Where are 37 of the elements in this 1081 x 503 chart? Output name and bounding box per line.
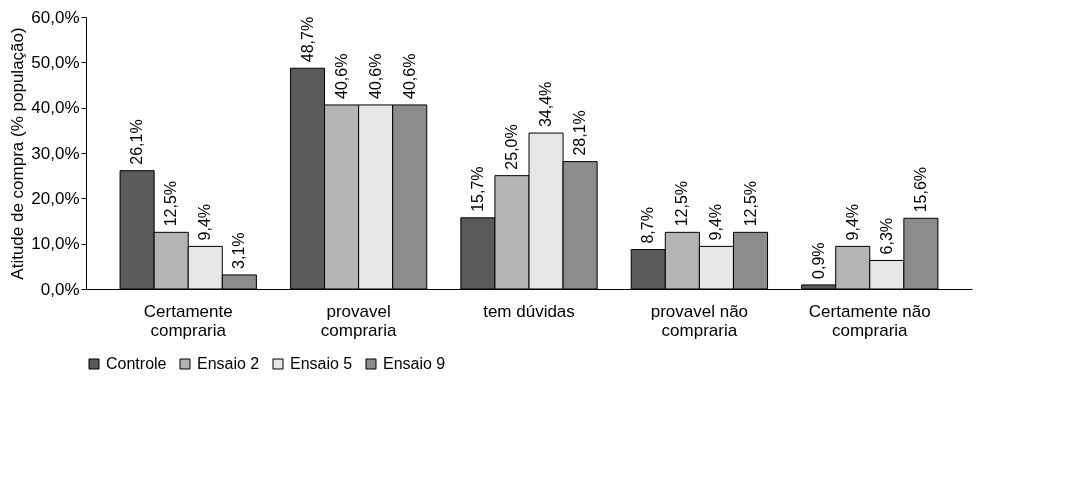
- data-label: 28,1%: [571, 110, 589, 156]
- data-label: 40,6%: [332, 53, 350, 99]
- data-label: 0,9%: [809, 242, 827, 279]
- data-label: 12,5%: [741, 180, 759, 227]
- y-tick-label: 60,0%: [31, 7, 80, 27]
- data-label: 25,0%: [502, 124, 520, 170]
- data-label: 6,3%: [877, 217, 895, 255]
- data-label: 40,6%: [400, 53, 418, 99]
- data-label: 12,5%: [673, 180, 691, 227]
- data-label: 26,1%: [128, 119, 146, 165]
- y-axis-title: Atitude de compra (% população): [8, 27, 28, 280]
- x-tick-label: tem dúvidas: [483, 301, 575, 321]
- data-label: 12,5%: [162, 180, 180, 227]
- data-label: 15,7%: [468, 166, 486, 212]
- data-label: 8,7%: [639, 207, 657, 244]
- legend-label: Controle: [106, 355, 167, 372]
- data-label: 15,6%: [911, 166, 929, 213]
- y-tick-label: 50,0%: [31, 52, 80, 72]
- x-tick-label: provavel não compraria: [650, 301, 749, 340]
- data-label: 48,7%: [298, 16, 316, 63]
- y-tick-label: 0,0%: [40, 279, 80, 299]
- legend-label: Ensaio 9: [383, 355, 446, 372]
- data-label: 9,4%: [196, 203, 214, 241]
- x-tick-label: Certamente compraria: [143, 301, 233, 340]
- data-label: 3,1%: [230, 232, 248, 269]
- legend-label: Ensaio 2: [197, 355, 260, 372]
- y-tick-label: 10,0%: [31, 234, 80, 254]
- y-tick-label: 40,0%: [31, 98, 80, 118]
- legend-label: Ensaio 5: [290, 355, 353, 372]
- data-label: 40,6%: [366, 53, 384, 99]
- y-tick-label: 20,0%: [31, 188, 80, 208]
- data-label: 9,4%: [843, 203, 861, 241]
- x-tick-label: provavel compraria: [320, 301, 397, 340]
- data-label: 9,4%: [707, 203, 725, 241]
- x-tick-label: Certamente não compraria: [808, 301, 931, 340]
- y-tick-label: 30,0%: [31, 143, 80, 163]
- data-label: 34,4%: [537, 81, 555, 128]
